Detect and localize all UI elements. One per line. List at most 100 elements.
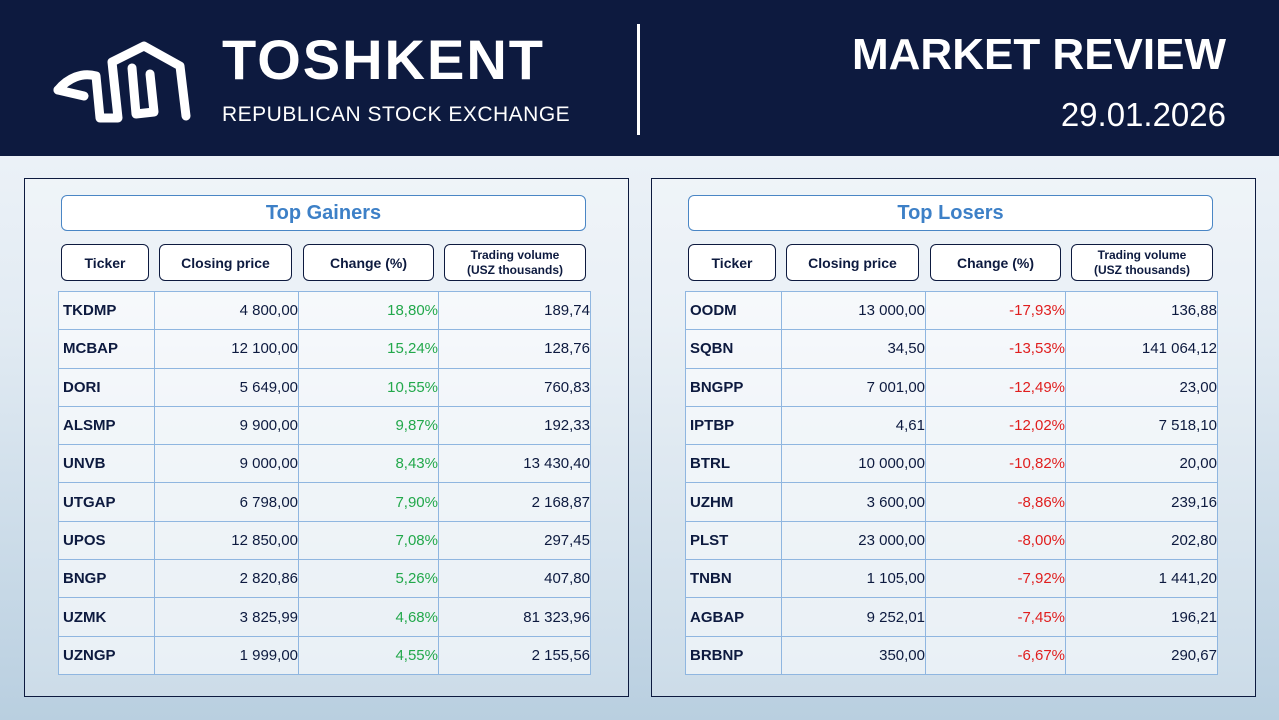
change-cell: -12,02% — [925, 405, 1066, 446]
volume-header-line1: Trading volume — [470, 247, 560, 262]
top-gainers-title: Top Gainers — [61, 195, 586, 231]
ticker-cell: SQBN — [685, 329, 782, 369]
trading-volume-cell: 13 430,40 — [438, 444, 591, 484]
ticker-column-header: Ticker — [688, 244, 776, 281]
trading-volume-cell: 136,88 — [1065, 290, 1218, 331]
change-cell: -17,93% — [925, 290, 1066, 331]
top-gainers-panel: Top Gainers Ticker Closing price Change … — [24, 178, 629, 697]
change-cell: 15,24% — [298, 329, 439, 369]
ticker-column-header: Ticker — [61, 244, 149, 281]
ticker-cell: TNBN — [685, 559, 782, 599]
ticker-cell: PLST — [685, 520, 782, 561]
table-row: OODM 13 000,00 -17,93% 136,88 — [685, 290, 1218, 331]
ticker-cell: BNGP — [58, 559, 155, 599]
closing-price-cell: 4 800,00 — [154, 290, 299, 331]
closing-price-cell: 5 649,00 — [154, 367, 299, 407]
table-row: BTRL 10 000,00 -10,82% 20,00 — [685, 444, 1218, 484]
trading-volume-cell: 192,33 — [438, 405, 591, 446]
header-divider — [637, 24, 640, 135]
change-cell: -7,45% — [925, 597, 1066, 637]
table-row: SQBN 34,50 -13,53% 141 064,12 — [685, 329, 1218, 369]
closing-price-cell: 7 001,00 — [781, 367, 926, 407]
change-cell: 10,55% — [298, 367, 439, 407]
table-row: MCBAP 12 100,00 15,24% 128,76 — [58, 329, 591, 369]
volume-column-header: Trading volume (USZ thousands) — [444, 244, 586, 281]
trading-volume-cell: 290,67 — [1065, 635, 1218, 675]
ticker-cell: UZMK — [58, 597, 155, 637]
table-row: TNBN 1 105,00 -7,92% 1 441,20 — [685, 559, 1218, 599]
trading-volume-cell: 128,76 — [438, 329, 591, 369]
change-column-header: Change (%) — [303, 244, 434, 281]
change-cell: 4,68% — [298, 597, 439, 637]
closing-price-cell: 13 000,00 — [781, 290, 926, 331]
exchange-logo-icon — [53, 41, 191, 123]
table-row: UZNGP 1 999,00 4,55% 2 155,56 — [58, 635, 591, 675]
table-row: AGBAP 9 252,01 -7,45% 196,21 — [685, 597, 1218, 637]
table-row: DORI 5 649,00 10,55% 760,83 — [58, 367, 591, 407]
change-cell: -8,86% — [925, 482, 1066, 522]
closing-price-cell: 9 252,01 — [781, 597, 926, 637]
losers-table: OODM 13 000,00 -17,93% 136,88 SQBN 34,50 -13,5… — [685, 290, 1218, 675]
table-row: BNGPP 7 001,00 -12,49% 23,00 — [685, 367, 1218, 407]
closing-price-column-header: Closing price — [786, 244, 919, 281]
ticker-cell: UNVB — [58, 444, 155, 484]
table-row: IPTBP 4,61 -12,02% 7 518,10 — [685, 405, 1218, 446]
closing-price-cell: 9 000,00 — [154, 444, 299, 484]
volume-header-line1: Trading volume — [1097, 247, 1187, 262]
brand-subtitle: REPUBLICAN STOCK EXCHANGE — [222, 103, 571, 126]
review-date: 29.01.2026 — [1060, 96, 1226, 133]
ticker-cell: UZNGP — [58, 635, 155, 675]
ticker-cell: AGBAP — [685, 597, 782, 637]
gainers-table: TKDMP 4 800,00 18,80% 189,74 MCBAP 12 100,00 1… — [58, 290, 591, 675]
closing-price-cell: 2 820,86 — [154, 559, 299, 599]
change-column-header: Change (%) — [930, 244, 1061, 281]
closing-price-cell: 6 798,00 — [154, 482, 299, 522]
trading-volume-cell: 81 323,96 — [438, 597, 591, 637]
change-cell: 18,80% — [298, 290, 439, 331]
trading-volume-cell: 1 441,20 — [1065, 559, 1218, 599]
ticker-cell: BTRL — [685, 444, 782, 484]
ticker-cell: UPOS — [58, 520, 155, 561]
table-row: UZMK 3 825,99 4,68% 81 323,96 — [58, 597, 591, 637]
closing-price-cell: 3 825,99 — [154, 597, 299, 637]
closing-price-cell: 1 105,00 — [781, 559, 926, 599]
trading-volume-cell: 2 168,87 — [438, 482, 591, 522]
closing-price-cell: 12 850,00 — [154, 520, 299, 561]
closing-price-cell: 350,00 — [781, 635, 926, 675]
trading-volume-cell: 196,21 — [1065, 597, 1218, 637]
closing-price-cell: 23 000,00 — [781, 520, 926, 561]
change-cell: 7,90% — [298, 482, 439, 522]
table-row: UPOS 12 850,00 7,08% 297,45 — [58, 520, 591, 561]
review-title: MARKET REVIEW — [852, 30, 1226, 79]
ticker-cell: TKDMP — [58, 290, 155, 331]
ticker-cell: OODM — [685, 290, 782, 331]
top-losers-title: Top Losers — [688, 195, 1213, 231]
table-row: ALSMP 9 900,00 9,87% 192,33 — [58, 405, 591, 446]
volume-column-header: Trading volume (USZ thousands) — [1071, 244, 1213, 281]
table-row: BNGP 2 820,86 5,26% 407,80 — [58, 559, 591, 599]
table-row: BRBNP 350,00 -6,67% 290,67 — [685, 635, 1218, 675]
change-cell: -13,53% — [925, 329, 1066, 369]
ticker-cell: IPTBP — [685, 405, 782, 446]
table-row: UTGAP 6 798,00 7,90% 2 168,87 — [58, 482, 591, 522]
closing-price-cell: 10 000,00 — [781, 444, 926, 484]
closing-price-cell: 9 900,00 — [154, 405, 299, 446]
change-cell: -7,92% — [925, 559, 1066, 599]
closing-price-cell: 3 600,00 — [781, 482, 926, 522]
change-cell: 9,87% — [298, 405, 439, 446]
table-row: PLST 23 000,00 -8,00% 202,80 — [685, 520, 1218, 561]
ticker-cell: BNGPP — [685, 367, 782, 407]
closing-price-cell: 12 100,00 — [154, 329, 299, 369]
ticker-cell: UTGAP — [58, 482, 155, 522]
change-cell: 4,55% — [298, 635, 439, 675]
trading-volume-cell: 23,00 — [1065, 367, 1218, 407]
change-cell: -10,82% — [925, 444, 1066, 484]
header-banner: TOSHKENT REPUBLICAN STOCK EXCHANGE MARKE… — [0, 0, 1279, 156]
ticker-cell: MCBAP — [58, 329, 155, 369]
change-cell: 5,26% — [298, 559, 439, 599]
volume-header-line2: (USZ thousands) — [1094, 262, 1190, 277]
volume-header-line2: (USZ thousands) — [467, 262, 563, 277]
closing-price-column-header: Closing price — [159, 244, 292, 281]
closing-price-cell: 1 999,00 — [154, 635, 299, 675]
trading-volume-cell: 760,83 — [438, 367, 591, 407]
